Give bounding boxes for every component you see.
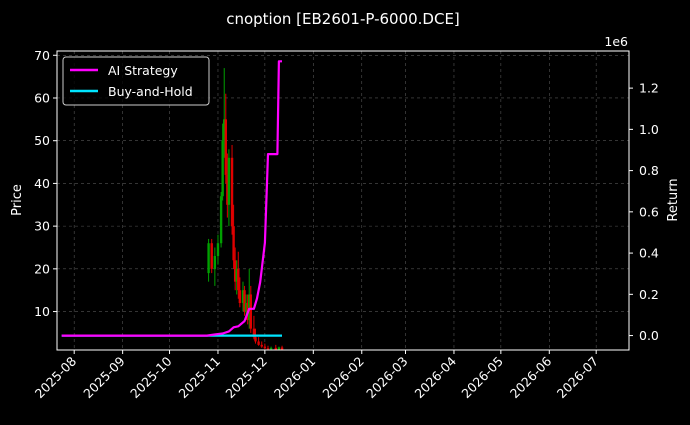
line-layer xyxy=(61,60,282,337)
candle-body xyxy=(269,347,273,350)
candle xyxy=(227,149,231,227)
right-tick-label: 1.0 xyxy=(639,122,659,137)
right-tick-label: 0.6 xyxy=(639,204,659,219)
right-tick-label: 0.2 xyxy=(639,287,659,302)
left-tick-label: 40 xyxy=(34,176,50,191)
candle xyxy=(238,277,242,308)
candle xyxy=(216,234,220,265)
candle xyxy=(280,345,284,350)
right-y-axis: 0.0 0.2 0.4 0.6 0.8 1.0 1.2 xyxy=(629,81,659,343)
candle xyxy=(224,93,227,184)
candle xyxy=(230,144,234,235)
candle-body xyxy=(207,243,210,274)
candle-body xyxy=(226,174,229,205)
candle-body xyxy=(221,140,224,197)
right-axis-label: Return xyxy=(666,178,681,221)
candle-body xyxy=(248,294,251,321)
left-tick-label: 20 xyxy=(34,261,50,276)
left-tick-label: 70 xyxy=(34,48,50,63)
candle-body xyxy=(252,328,256,338)
candle xyxy=(223,68,226,158)
candle xyxy=(269,346,273,350)
candle-body xyxy=(213,256,217,269)
candle-body xyxy=(227,157,231,205)
candle-body xyxy=(266,348,270,350)
candle-body xyxy=(235,268,238,282)
right-tick-label: 0.4 xyxy=(639,246,659,261)
candle-body xyxy=(274,347,277,350)
candle-body xyxy=(277,347,281,350)
left-tick-label: 10 xyxy=(34,304,50,319)
candle-body xyxy=(210,243,213,269)
candle xyxy=(207,238,210,282)
candle xyxy=(237,251,240,299)
plot-frame xyxy=(56,50,630,351)
candle xyxy=(210,238,213,274)
candle-body xyxy=(243,290,246,312)
candle xyxy=(260,341,263,348)
candle-body xyxy=(260,344,263,347)
candle xyxy=(243,285,246,316)
candle-body xyxy=(244,303,248,312)
candle-body xyxy=(224,119,227,175)
candle xyxy=(221,123,224,201)
left-tick-label: 60 xyxy=(34,90,50,105)
legend-label-buy-and-hold: Buy-and-Hold xyxy=(108,84,193,99)
right-axis-multiplier: 1e6 xyxy=(604,34,628,49)
candle xyxy=(248,268,251,329)
candle-body xyxy=(219,196,223,244)
candle xyxy=(277,346,281,350)
left-y-axis: 10 20 30 40 50 60 70 xyxy=(34,48,57,319)
candle-body xyxy=(233,260,237,282)
right-tick-label: 0.8 xyxy=(639,163,659,178)
candle-body xyxy=(216,243,220,257)
candle-body xyxy=(280,347,284,350)
ai-strategy-line xyxy=(61,60,282,337)
right-tick-label: 1.2 xyxy=(639,81,659,96)
candle xyxy=(257,337,260,346)
chart-title: cnoption [EB2601-P-6000.DCE] xyxy=(226,10,460,28)
candle xyxy=(235,260,238,295)
candle-body xyxy=(230,157,234,227)
candle-body xyxy=(263,346,267,349)
legend: AI Strategy Buy-and-Hold xyxy=(62,56,210,106)
candle xyxy=(219,191,223,248)
candle-body xyxy=(238,290,242,304)
candle xyxy=(263,343,267,350)
left-tick-label: 30 xyxy=(34,219,50,234)
candle-body xyxy=(249,294,252,329)
left-tick-label: 50 xyxy=(34,133,50,148)
candle xyxy=(213,247,217,286)
candle-body xyxy=(257,341,260,345)
candle xyxy=(241,281,245,312)
candle-body xyxy=(223,119,226,141)
candle xyxy=(233,247,237,291)
legend-box xyxy=(62,56,210,106)
right-tick-label: 0.0 xyxy=(639,328,659,343)
legend-label-ai-strategy: AI Strategy xyxy=(108,63,178,78)
candle xyxy=(274,344,277,350)
candle-body xyxy=(241,290,245,304)
candle xyxy=(226,153,229,218)
left-axis-label: Price xyxy=(10,184,25,216)
candle-body xyxy=(232,226,235,261)
candle-body xyxy=(237,268,240,291)
candle-body xyxy=(254,337,257,342)
candle xyxy=(266,345,270,350)
candle xyxy=(232,204,235,269)
